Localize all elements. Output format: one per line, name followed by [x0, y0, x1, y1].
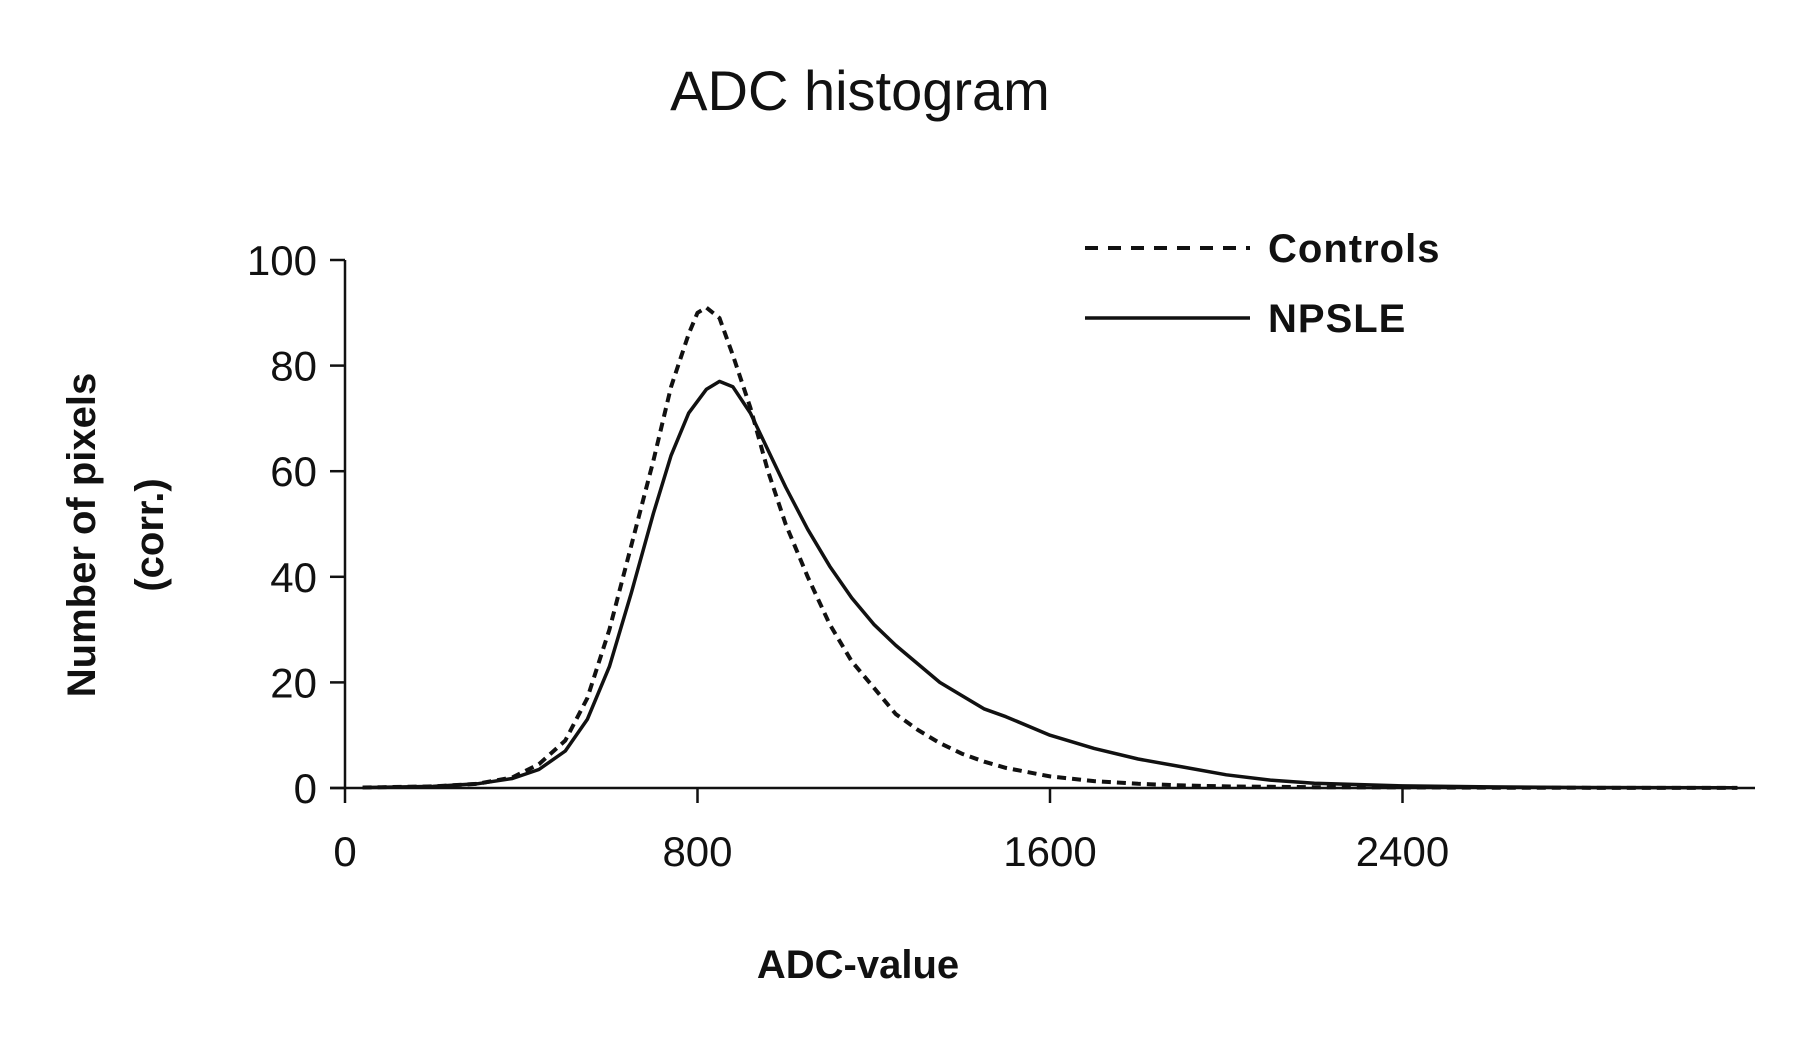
legend-label-controls: Controls	[1268, 227, 1440, 271]
series-lines	[362, 305, 1738, 790]
y-tick-label: 60	[270, 448, 317, 495]
legend: Controls NPSLE	[1085, 227, 1440, 341]
x-tick-label: 2400	[1356, 828, 1449, 875]
y-axis-title: Number of pixels (corr.)	[60, 373, 172, 698]
y-tick-label: 0	[294, 765, 317, 812]
y-tick-label: 20	[270, 659, 317, 706]
y-axis-title-line-1: Number of pixels	[60, 373, 104, 698]
y-tick-label: 100	[247, 237, 317, 284]
x-axis-title: ADC-value	[757, 943, 959, 987]
y-tick-label: 80	[270, 343, 317, 390]
axes	[330, 258, 1755, 803]
x-tick-label: 1600	[1003, 828, 1096, 875]
tick-labels: 0 20 40 60 80 100 0 800 1600 2400	[247, 237, 1449, 875]
y-tick-label: 40	[270, 554, 317, 601]
series-line-npsle	[362, 379, 1738, 790]
series-line-controls	[362, 305, 1738, 790]
y-axis-title-line-2: (corr.)	[128, 478, 172, 591]
x-tick-label: 800	[662, 828, 732, 875]
x-tick-label: 0	[333, 828, 356, 875]
legend-label-npsle: NPSLE	[1268, 297, 1406, 341]
chart-title: ADC histogram	[670, 59, 1050, 122]
